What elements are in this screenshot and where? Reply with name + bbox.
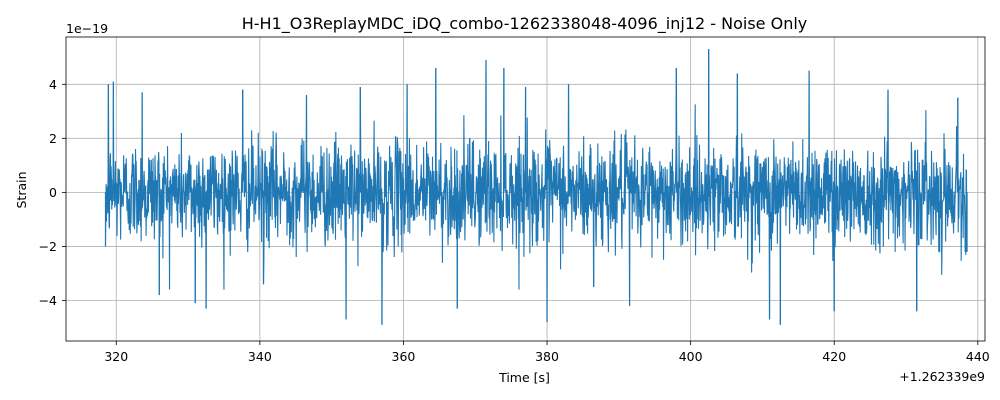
x-tick-label: 440 [966, 349, 990, 364]
chart-title: H-H1_O3ReplayMDC_iDQ_combo-1262338048-40… [242, 14, 808, 34]
x-tick-label: 340 [248, 349, 272, 364]
y-tick-label: 2 [49, 131, 57, 146]
strain-signal-line [104, 49, 968, 325]
x-offset-label: +1.262339e9 [899, 369, 985, 384]
x-tick-label: 420 [822, 349, 846, 364]
y-scale-label: 1e−19 [66, 21, 108, 36]
x-axis-label: Time [s] [498, 370, 550, 385]
y-tick-label: 4 [49, 77, 57, 92]
y-axis-label: Strain [14, 171, 29, 208]
signal-layer [104, 49, 968, 325]
x-tick-label: 380 [535, 349, 559, 364]
x-tick-label: 320 [104, 349, 128, 364]
y-tick-label: −2 [39, 239, 57, 254]
x-tick-label: 360 [392, 349, 416, 364]
x-tick-label: 400 [679, 349, 703, 364]
plot-frame [65, 36, 986, 342]
tick-layer: 320 340 360 380 400 420 440 −4 −2 0 2 4 [39, 77, 990, 364]
y-tick-label: 0 [49, 185, 57, 200]
y-tick-label: −4 [39, 293, 57, 308]
